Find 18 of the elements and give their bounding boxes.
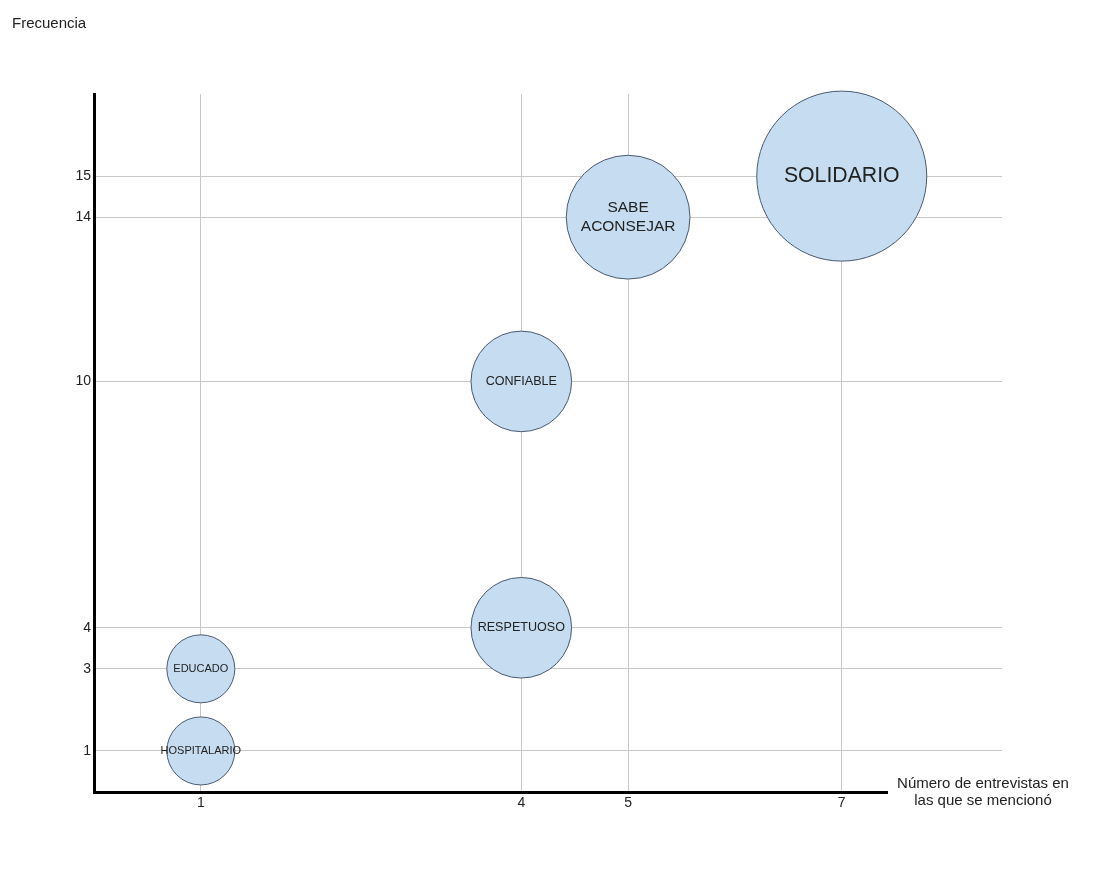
y-axis-title: Frecuencia <box>12 14 87 31</box>
x-tick-label: 5 <box>624 794 633 811</box>
y-tick-label: 10 <box>75 372 92 389</box>
x-axis-title: Número de entrevistas en las que se mencionó <box>888 774 1078 808</box>
x-tick-label: 4 <box>517 794 526 811</box>
annotation: CONFIABLE <box>485 373 557 388</box>
annotation: RESPETUOSO <box>477 620 566 635</box>
annotation: SABE ACONSEJAR <box>580 198 676 234</box>
y-tick-label: 14 <box>75 208 92 225</box>
annotation: EDUCADO <box>173 661 229 674</box>
x-tick-label: 1 <box>196 794 205 811</box>
y-tick-label: 4 <box>83 618 92 635</box>
y-tick-label: 1 <box>83 741 92 758</box>
y-tick-label: 3 <box>83 659 92 676</box>
y-tick-label: 15 <box>75 166 92 183</box>
annotation: SOLIDARIO <box>783 162 900 187</box>
annotation: HOSPITALARIO <box>160 743 242 756</box>
x-tick-label: 7 <box>837 794 846 811</box>
